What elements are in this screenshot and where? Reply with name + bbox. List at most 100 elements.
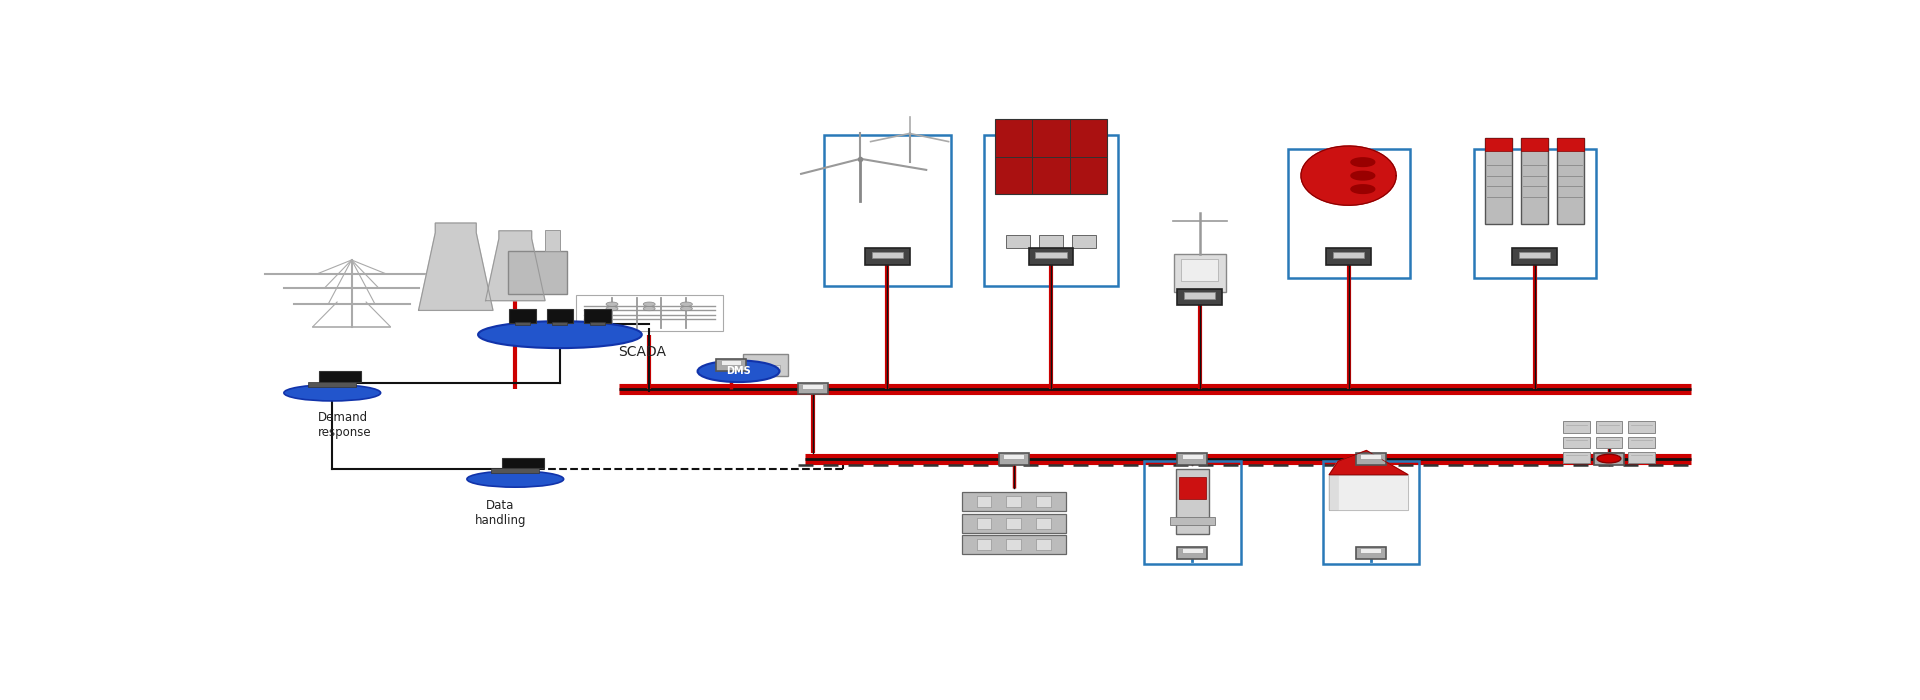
Bar [977, 496, 991, 507]
Bar [977, 518, 991, 528]
Text: Data
handling: Data handling [474, 499, 526, 527]
Bar [1183, 548, 1202, 554]
Bar [1361, 548, 1380, 554]
Polygon shape [1352, 172, 1375, 180]
Bar [1327, 248, 1371, 265]
Bar [1006, 540, 1021, 550]
Polygon shape [419, 223, 493, 310]
Bar [501, 458, 543, 468]
Bar [1006, 496, 1021, 507]
Circle shape [680, 307, 693, 311]
Bar [1175, 470, 1210, 534]
Bar [864, 248, 910, 265]
Bar [1039, 234, 1064, 248]
Bar [507, 251, 568, 294]
Bar [1599, 454, 1619, 459]
Bar [1185, 292, 1215, 298]
Circle shape [643, 307, 655, 311]
Bar [1563, 452, 1590, 463]
Bar [553, 322, 568, 325]
Polygon shape [1329, 451, 1407, 475]
Bar [983, 135, 1117, 286]
Text: SCADA: SCADA [618, 345, 666, 359]
Bar [720, 360, 741, 365]
Bar [1356, 547, 1386, 559]
Bar [1288, 148, 1409, 278]
Bar [962, 514, 1066, 533]
Bar [799, 383, 828, 395]
Bar [1071, 234, 1096, 248]
Bar [509, 309, 536, 323]
Bar [824, 135, 950, 286]
Ellipse shape [697, 360, 780, 382]
Bar [1035, 251, 1068, 258]
Bar [1177, 453, 1208, 465]
Bar [1173, 254, 1225, 291]
Text: Demand
response: Demand response [317, 411, 371, 439]
Bar [962, 536, 1066, 554]
Bar [515, 322, 530, 325]
Polygon shape [1352, 158, 1375, 167]
Bar [1169, 517, 1215, 524]
Bar [492, 468, 540, 473]
Bar [716, 359, 745, 371]
Bar [1179, 477, 1206, 499]
Bar [1486, 138, 1513, 224]
Bar [1521, 138, 1548, 151]
Polygon shape [1352, 185, 1375, 193]
Bar [1596, 421, 1622, 433]
Bar [1037, 518, 1050, 528]
Polygon shape [486, 231, 545, 301]
Ellipse shape [478, 321, 641, 348]
Bar [803, 384, 824, 389]
Bar [1006, 234, 1031, 248]
Bar [1521, 138, 1548, 224]
Circle shape [643, 302, 655, 307]
Bar [319, 371, 361, 382]
Bar [545, 230, 561, 251]
Bar [1628, 437, 1655, 449]
Circle shape [680, 302, 693, 307]
Bar [1181, 259, 1219, 281]
Bar [1029, 248, 1073, 265]
Polygon shape [1302, 146, 1396, 205]
Bar [1332, 251, 1365, 258]
Bar [1596, 452, 1622, 463]
Bar [962, 492, 1066, 511]
Bar [547, 309, 574, 323]
Bar [576, 295, 722, 331]
Bar [1557, 138, 1584, 224]
Ellipse shape [284, 385, 380, 401]
Bar [977, 540, 991, 550]
Bar [1177, 547, 1208, 559]
Circle shape [607, 307, 618, 311]
Bar [1596, 437, 1622, 449]
Bar [1323, 461, 1419, 564]
Bar [1473, 148, 1596, 278]
Ellipse shape [467, 471, 564, 487]
Bar [1563, 421, 1590, 433]
Bar [1183, 454, 1202, 459]
Bar [589, 322, 605, 325]
Bar [1519, 251, 1549, 258]
Bar [1628, 452, 1655, 463]
Bar [1006, 518, 1021, 528]
Bar [1356, 453, 1386, 465]
Bar [743, 354, 787, 376]
Bar [1361, 454, 1380, 459]
Bar [1144, 461, 1240, 564]
Bar [1037, 496, 1050, 507]
Bar [751, 365, 780, 371]
Polygon shape [1329, 461, 1338, 510]
Bar [1486, 138, 1513, 151]
Bar [1177, 289, 1223, 305]
Bar [584, 309, 611, 323]
Bar [872, 251, 902, 258]
Bar [1557, 138, 1584, 151]
Bar [309, 382, 355, 387]
Polygon shape [1329, 475, 1407, 510]
Bar [1513, 248, 1557, 265]
Bar [1594, 453, 1624, 465]
Bar [995, 119, 1106, 195]
Text: DMS: DMS [726, 366, 751, 377]
